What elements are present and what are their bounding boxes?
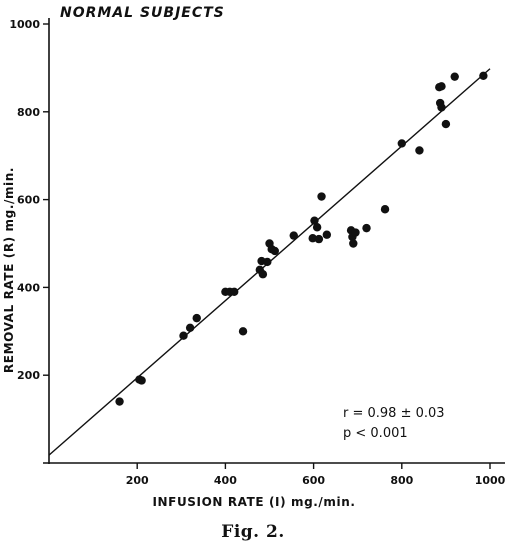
chart-title: NORMAL SUBJECTS xyxy=(60,5,225,21)
y-axis-label: REMOVAL RATE (R) mg./min. xyxy=(2,167,16,373)
x-tick-label: 400 xyxy=(214,474,237,487)
data-point xyxy=(258,270,268,279)
data-point xyxy=(349,239,358,248)
x-tick-label: 200 xyxy=(126,474,149,487)
data-point xyxy=(137,376,146,385)
data-point xyxy=(238,327,248,336)
data-point xyxy=(310,216,319,225)
x-tick-label: 800 xyxy=(390,474,413,487)
y-tick-label: 800 xyxy=(17,106,40,119)
y-axis-ticks: 200 400 600 800 1000 xyxy=(9,18,49,382)
correlation-annotation: r = 0.98 ± 0.03 xyxy=(343,406,445,421)
x-axis-ticks: 200 400 600 800 1000 xyxy=(126,463,506,487)
data-point xyxy=(441,119,451,129)
data-point xyxy=(115,397,124,406)
x-tick-label: 600 xyxy=(302,474,325,487)
data-point xyxy=(317,192,326,201)
data-point xyxy=(192,313,201,323)
data-point xyxy=(185,323,195,332)
axes xyxy=(43,18,505,464)
data-point xyxy=(312,223,322,232)
data-point xyxy=(289,231,298,240)
data-points xyxy=(115,71,488,406)
data-point xyxy=(380,205,390,214)
data-point xyxy=(322,230,332,239)
data-point xyxy=(314,234,324,244)
data-point xyxy=(479,71,488,81)
data-point xyxy=(351,228,360,237)
y-tick-label: 400 xyxy=(17,281,40,294)
data-point xyxy=(450,72,459,81)
data-point xyxy=(362,223,371,233)
data-point xyxy=(308,234,317,243)
data-point xyxy=(179,331,188,340)
y-tick-label: 200 xyxy=(17,369,40,382)
data-point xyxy=(397,139,406,148)
y-tick-label: 600 xyxy=(17,194,40,207)
data-point xyxy=(437,103,446,112)
y-tick-label: 1000 xyxy=(9,18,40,31)
p-value-annotation: p < 0.001 xyxy=(343,426,408,441)
data-point xyxy=(415,146,424,155)
x-tick-label: 1000 xyxy=(475,474,506,487)
data-point xyxy=(437,82,446,91)
data-point xyxy=(263,257,272,267)
figure-caption: Fig. 2. xyxy=(221,522,285,542)
data-point xyxy=(270,246,279,256)
data-point xyxy=(230,287,239,296)
x-axis-label: INFUSION RATE (I) mg./min. xyxy=(152,495,355,509)
